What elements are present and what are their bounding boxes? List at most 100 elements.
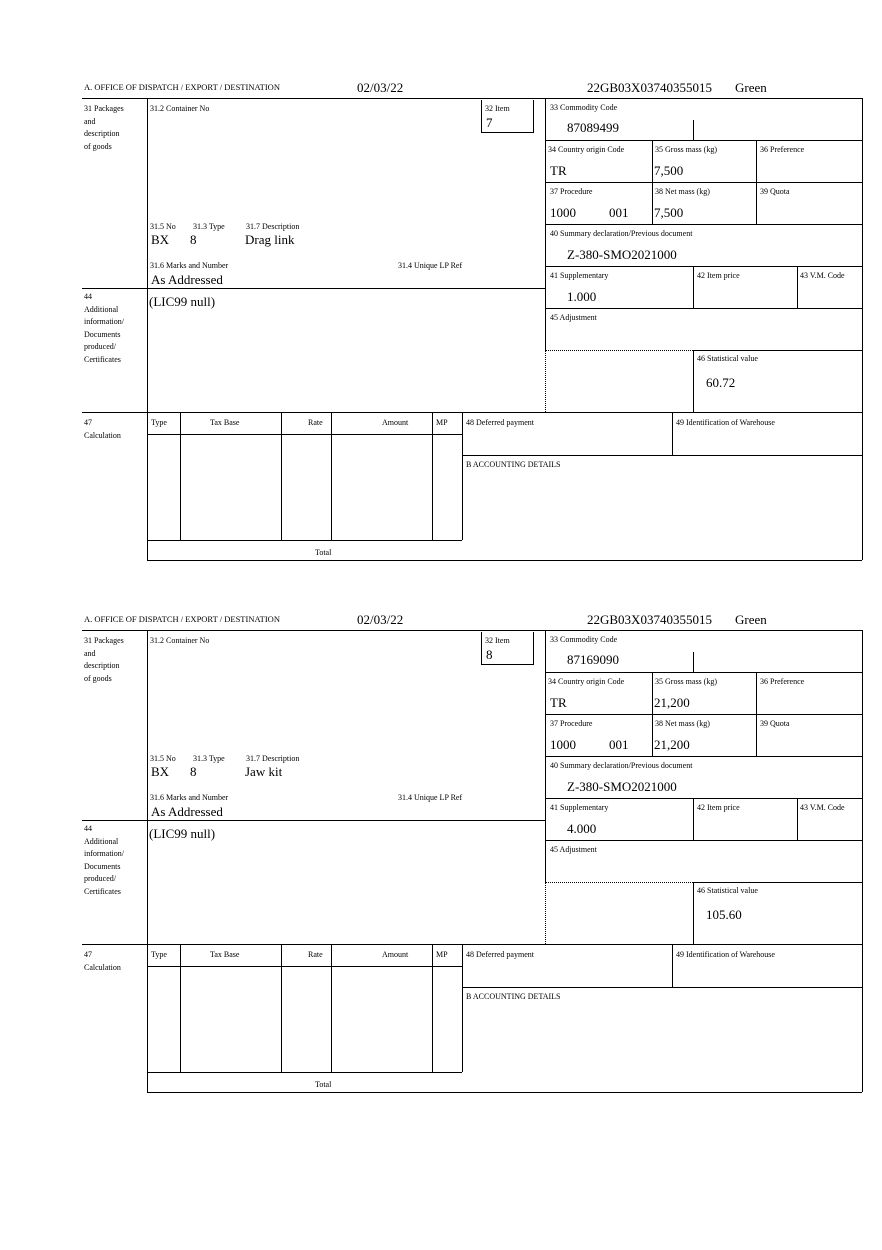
rule [147, 98, 148, 560]
procedure-label: 37 Procedure [550, 719, 593, 728]
box-31-label: description [84, 129, 120, 138]
rule [82, 98, 862, 99]
box-44-label: Additional [84, 836, 119, 846]
rule [545, 714, 862, 715]
statistical-value-label: 46 Statistical value [697, 354, 758, 363]
rule [147, 560, 862, 561]
box-44-label: Documents [84, 329, 121, 339]
box-31-label: and [84, 648, 96, 658]
rule [147, 540, 462, 541]
calc-header-rate: Rate [308, 950, 323, 959]
calc-header-type: Type [151, 950, 167, 959]
box-44-label: information/ [84, 317, 124, 326]
rule [281, 412, 282, 540]
rule [545, 140, 862, 141]
rule [693, 652, 694, 672]
supplementary-units: 4.000 [567, 821, 597, 836]
rule [147, 1092, 862, 1093]
preference-label: 36 Preference [760, 145, 805, 154]
total-label: Total [315, 1080, 332, 1089]
marks-label: 31.6 Marks and Number [150, 261, 229, 270]
preference-label: 36 Preference [760, 677, 805, 686]
container-no-label: 31.2 Container No [150, 104, 210, 113]
statistical-value: 60.72 [706, 375, 736, 390]
date: 02/03/22 [357, 80, 404, 95]
box-31-label: description [84, 661, 120, 670]
commodity-code: 87169090 [567, 652, 619, 667]
quota-label: 39 Quota [760, 187, 790, 196]
rule [672, 944, 673, 987]
rule [180, 412, 181, 540]
country-label: 34 Country origin Code [548, 677, 625, 686]
packages-type-label: 31.3 Type [193, 754, 225, 763]
declaration-item-form: A. OFFICE OF DISPATCH / EXPORT / DESTINA… [0, 612, 882, 1093]
box-47-label: 47 [84, 950, 92, 959]
item-price-label: 42 Item price [697, 271, 740, 280]
item-number: 8 [486, 647, 493, 662]
item-number: 7 [486, 115, 493, 130]
country-origin: TR [550, 695, 567, 710]
rule [481, 664, 534, 665]
vm-code-label: 43 V.M. Code [800, 271, 845, 280]
date: 02/03/22 [357, 612, 404, 627]
gross-mass: 21,200 [654, 695, 690, 710]
box-44-label: Documents [84, 861, 121, 871]
rule [693, 120, 694, 140]
box-44-label: produced/ [84, 342, 116, 351]
statistical-value-label: 46 Statistical value [697, 886, 758, 895]
office-heading: A. OFFICE OF DISPATCH / EXPORT / DESTINA… [84, 614, 280, 624]
rule [545, 350, 546, 412]
rule [281, 944, 282, 1072]
rule [331, 412, 332, 540]
deferred-payment-label: 48 Deferred payment [466, 418, 534, 427]
rule [693, 266, 694, 308]
rule [147, 1072, 462, 1073]
goods-description: Drag link [245, 232, 295, 247]
additional-information: (LIC99 null) [149, 826, 216, 841]
accounting-details-label: B ACCOUNTING DETAILS [466, 992, 561, 1001]
net-mass: 21,200 [654, 737, 690, 752]
supplementary-units: 1.000 [567, 289, 597, 304]
procedure-code: 1000 [550, 737, 576, 752]
calc-header-type: Type [151, 418, 167, 427]
rule [147, 966, 462, 967]
description-label: 31.7 Description [246, 222, 300, 231]
box-44-label: Certificates [84, 886, 121, 896]
net-mass-label: 38 Net mass (kg) [655, 719, 710, 728]
calc-header-mp: MP [436, 418, 448, 427]
summary-label: 40 Summary declaration/Previous document [550, 761, 693, 770]
rule [533, 100, 534, 133]
packages-no-label: 31.5 No [150, 222, 176, 231]
marks-value: As Addressed [151, 272, 223, 287]
rule [797, 798, 798, 840]
box-44-label: produced/ [84, 874, 116, 883]
procedure-label: 37 Procedure [550, 187, 593, 196]
adjustment-label: 45 Adjustment [550, 845, 597, 854]
commodity-label: 33 Commodity Code [550, 635, 618, 644]
quota-label: 39 Quota [760, 719, 790, 728]
statistical-value: 105.60 [706, 907, 742, 922]
rule [545, 308, 862, 309]
rule [481, 132, 534, 133]
packages-no-label: 31.5 No [150, 754, 176, 763]
route-colour: Green [735, 612, 767, 627]
gross-mass-label: 35 Gross mass (kg) [655, 145, 717, 154]
item-label: 32 Item [485, 104, 510, 113]
procedure-code: 1000 [550, 205, 576, 220]
calc-header-rate: Rate [308, 418, 323, 427]
warehouse-label: 49 Identification of Warehouse [676, 950, 775, 959]
summary-document: Z-380-SMO2021000 [567, 247, 677, 262]
declaration-reference: 22GB03X03740355015 [587, 612, 712, 627]
rule [545, 224, 862, 225]
box-31-label: of goods [84, 141, 112, 151]
rule [481, 100, 482, 133]
unique-lp-label: 31.4 Unique LP Ref [398, 261, 463, 270]
rule [481, 632, 482, 665]
box-31-label: 31 Packages [84, 636, 124, 645]
rule [693, 350, 694, 412]
packages-type-label: 31.3 Type [193, 222, 225, 231]
calc-header-amount: Amount [382, 950, 409, 959]
packages-type: 8 [190, 764, 197, 779]
box-31-label: of goods [84, 673, 112, 683]
rule [756, 672, 757, 756]
